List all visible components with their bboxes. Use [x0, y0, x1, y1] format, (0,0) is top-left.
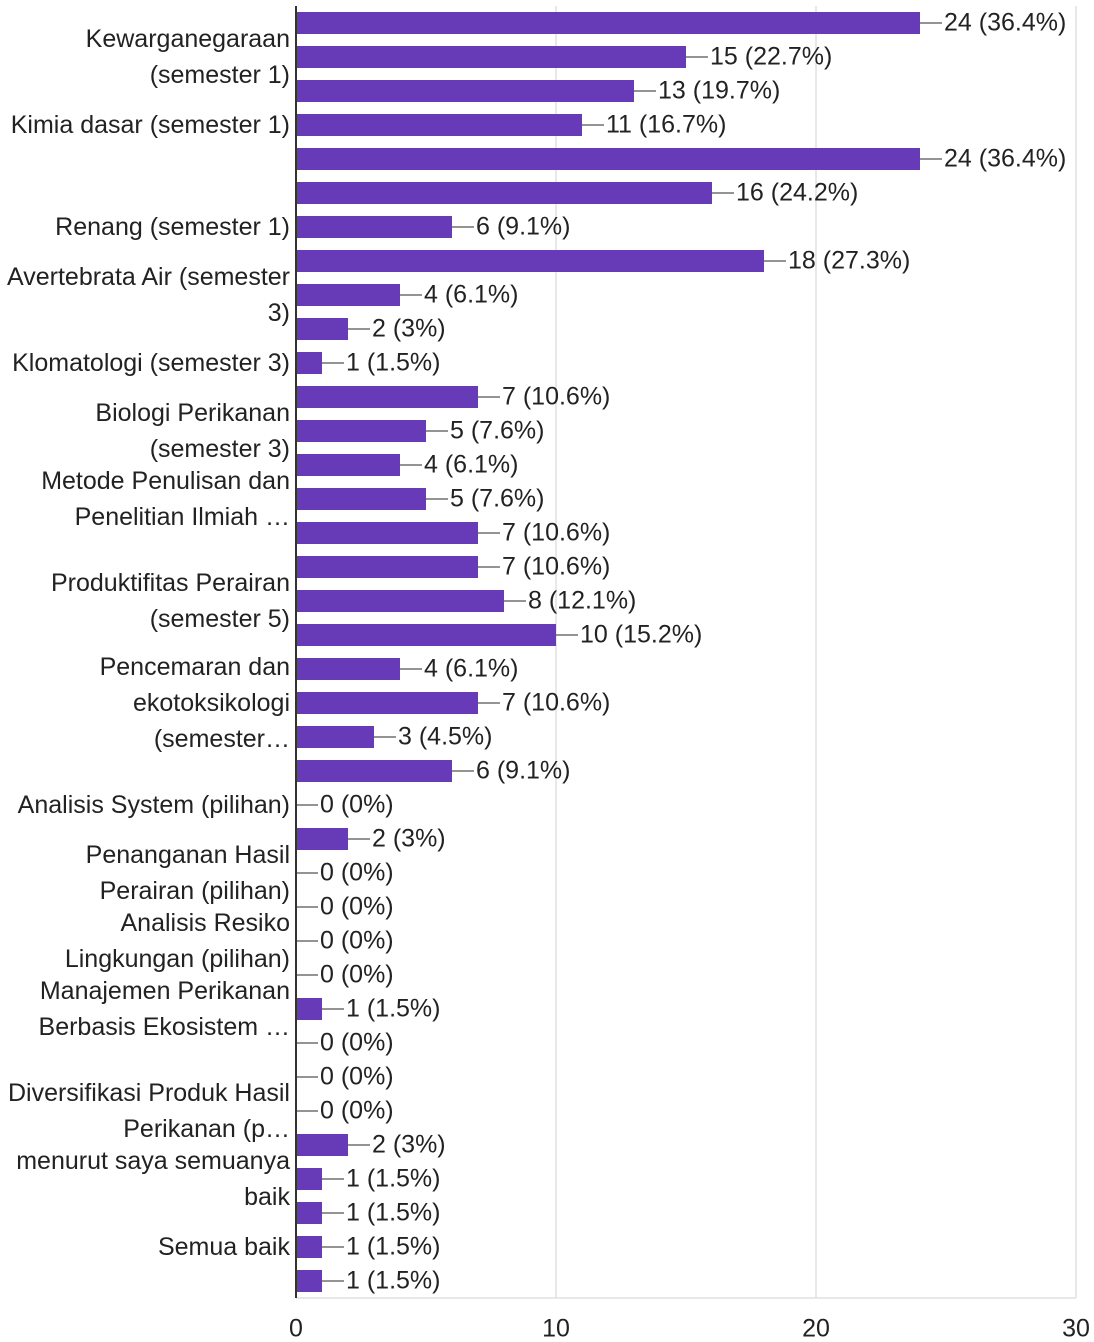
- value-label: 3 (4.5%): [398, 723, 492, 751]
- value-label: 8 (12.1%): [528, 587, 636, 615]
- value-label: 18 (27.3%): [788, 247, 910, 275]
- value-label: 1 (1.5%): [346, 1267, 440, 1295]
- value-label: 1 (1.5%): [346, 1233, 440, 1261]
- value-label: 4 (6.1%): [424, 655, 518, 683]
- bar: [296, 556, 478, 578]
- value-label: 1 (1.5%): [346, 1199, 440, 1227]
- value-label: 1 (1.5%): [346, 1165, 440, 1193]
- value-label: 0 (0%): [320, 961, 394, 989]
- value-label: 0 (0%): [320, 791, 394, 819]
- value-label: 0 (0%): [320, 859, 394, 887]
- bar: [296, 1134, 348, 1156]
- bar: [296, 148, 920, 170]
- value-label: 24 (36.4%): [944, 9, 1066, 37]
- bar: [296, 624, 556, 646]
- value-label: 15 (22.7%): [710, 43, 832, 71]
- bar: [296, 80, 634, 102]
- bar: [296, 250, 764, 272]
- bar: [296, 658, 400, 680]
- bar: [296, 998, 322, 1020]
- y-tick-label: Penanganan Hasil Perairan (pilihan): [85, 841, 290, 905]
- bar: [296, 216, 452, 238]
- value-label: 0 (0%): [320, 893, 394, 921]
- bar: [296, 284, 400, 306]
- y-tick-label: Semua baik: [157, 1233, 290, 1261]
- bar: [296, 46, 686, 68]
- y-tick-label: Diversifikasi Produk Hasil Perikanan (p…: [7, 1079, 290, 1143]
- y-tick-label: Manajemen Perikanan Berbasis Ekosistem …: [38, 977, 290, 1041]
- value-label: 24 (36.4%): [944, 145, 1066, 173]
- x-tick-label: 30: [1062, 1315, 1090, 1342]
- bar: [296, 760, 452, 782]
- y-tick-label: Analisis Resiko Lingkungan (pilihan): [64, 909, 290, 973]
- bar: [296, 1202, 322, 1224]
- value-label: 5 (7.6%): [450, 485, 544, 513]
- value-label: 0 (0%): [320, 927, 394, 955]
- value-label: 6 (9.1%): [476, 213, 570, 241]
- bar: [296, 352, 322, 374]
- bar: [296, 420, 426, 442]
- x-tick-label: 20: [802, 1315, 830, 1342]
- bar: [296, 522, 478, 544]
- value-label: 4 (6.1%): [424, 281, 518, 309]
- y-tick-label: Avertebrata Air (semester 3): [7, 263, 290, 327]
- value-label: 1 (1.5%): [346, 349, 440, 377]
- bar: [296, 386, 478, 408]
- bar: [296, 488, 426, 510]
- value-label: 10 (15.2%): [580, 621, 702, 649]
- x-tick-label: 0: [289, 1315, 303, 1342]
- bar: [296, 182, 712, 204]
- y-tick-label: Kimia dasar (semester 1): [10, 111, 290, 139]
- y-tick-label: Renang (semester 1): [55, 213, 290, 241]
- value-label: 0 (0%): [320, 1063, 394, 1091]
- y-tick-label: Klomatologi (semester 3): [12, 349, 290, 377]
- value-label: 5 (7.6%): [450, 417, 544, 445]
- y-tick-label: menurut saya semuanya baik: [16, 1147, 290, 1211]
- value-label: 2 (3%): [372, 1131, 446, 1159]
- bar: [296, 692, 478, 714]
- value-label: 1 (1.5%): [346, 995, 440, 1023]
- value-label: 4 (6.1%): [424, 451, 518, 479]
- value-label: 16 (24.2%): [736, 179, 858, 207]
- y-tick-label: Biologi Perikanan (semester 3): [95, 399, 290, 463]
- bar: [296, 318, 348, 340]
- value-label: 2 (3%): [372, 315, 446, 343]
- bar: [296, 1168, 322, 1190]
- value-label: 7 (10.6%): [502, 383, 610, 411]
- bar: [296, 726, 374, 748]
- y-tick-label: Analisis System (pilihan): [17, 791, 290, 819]
- x-tick-label: 10: [542, 1315, 570, 1342]
- value-label: 13 (19.7%): [658, 77, 780, 105]
- value-label: 7 (10.6%): [502, 689, 610, 717]
- value-label: 0 (0%): [320, 1097, 394, 1125]
- bar: [296, 1236, 322, 1258]
- value-label: 6 (9.1%): [476, 757, 570, 785]
- bar: [296, 1270, 322, 1292]
- bar: [296, 454, 400, 476]
- value-label: 7 (10.6%): [502, 553, 610, 581]
- bar: [296, 828, 348, 850]
- bar: [296, 590, 504, 612]
- y-tick-label: Kewarganegaraan (semester 1): [85, 25, 290, 89]
- value-label: 11 (16.7%): [606, 111, 726, 139]
- y-tick-label: Pencemaran dan ekotoksikologi (semester…: [99, 653, 290, 753]
- y-tick-label: Produktifitas Perairan (semester 5): [50, 569, 290, 633]
- value-label: 0 (0%): [320, 1029, 394, 1057]
- bar: [296, 12, 920, 34]
- y-tick-label: Metode Penulisan dan Penelitian Ilmiah …: [41, 467, 290, 531]
- bar: [296, 114, 582, 136]
- value-label: 7 (10.6%): [502, 519, 610, 547]
- value-label: 2 (3%): [372, 825, 446, 853]
